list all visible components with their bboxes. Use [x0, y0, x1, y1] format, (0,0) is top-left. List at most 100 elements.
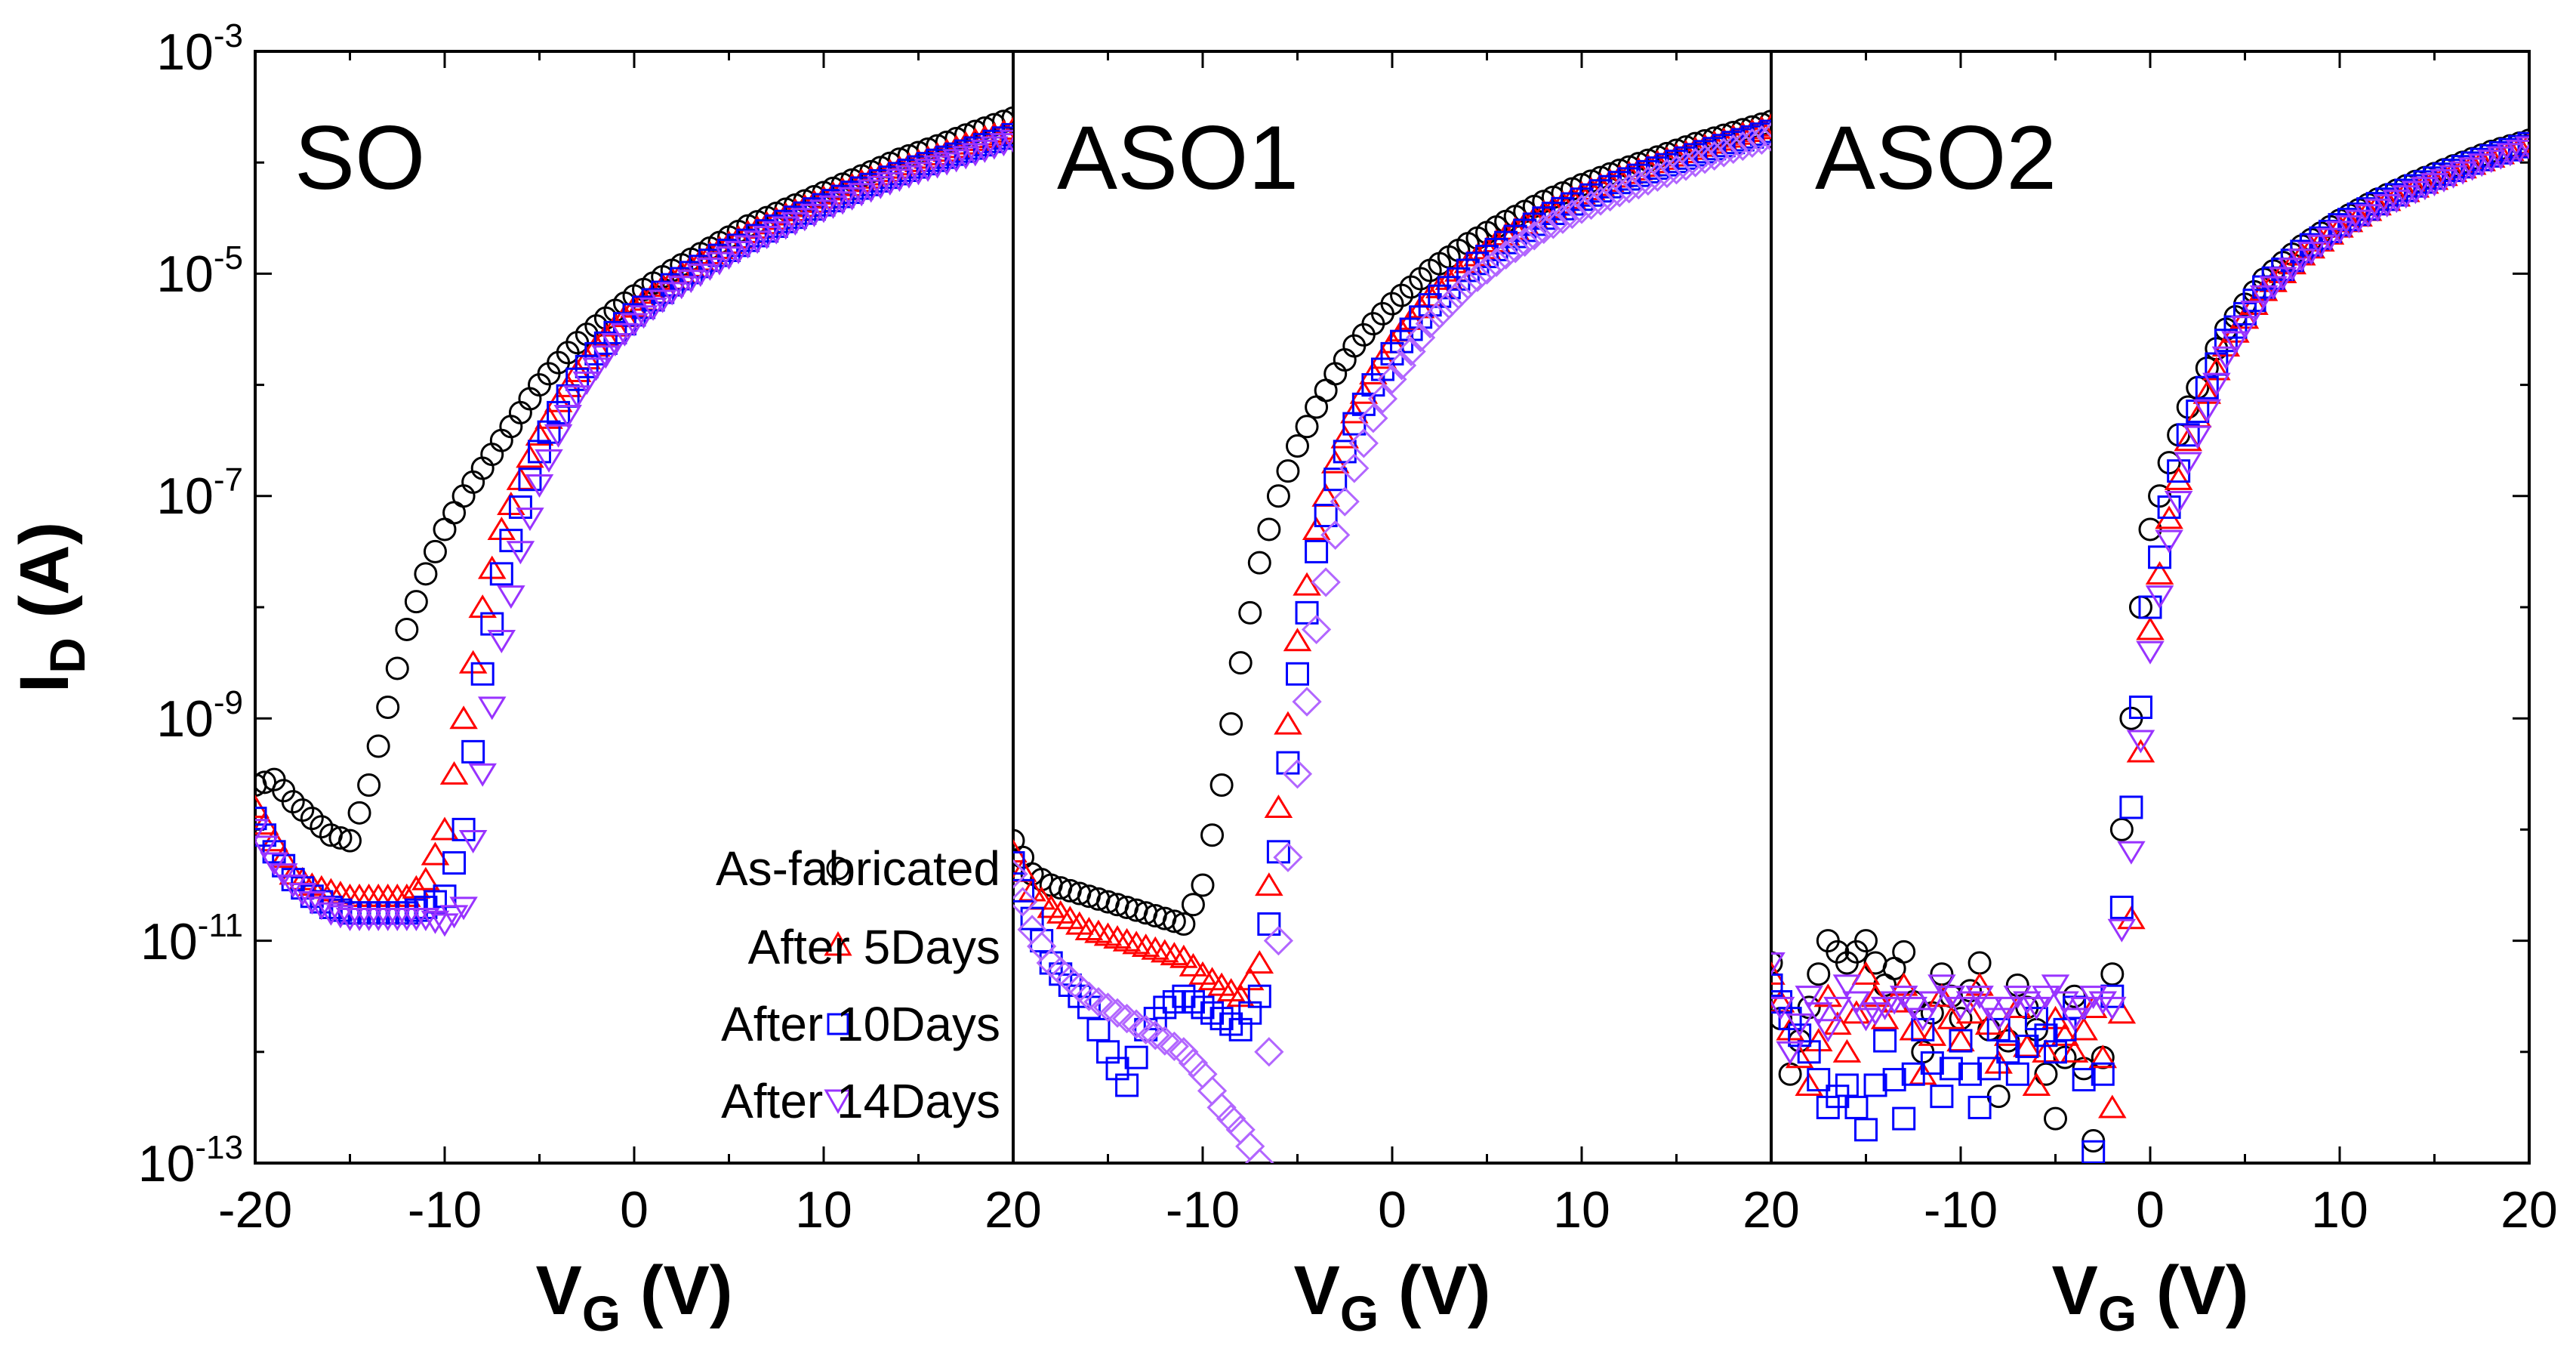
data-point-triangle-down — [2268, 267, 2297, 291]
data-point-diamond — [1013, 887, 1038, 917]
data-point-diamond — [1169, 1037, 1199, 1067]
data-point-triangle-down — [2240, 300, 2269, 324]
data-point-circle — [1228, 651, 1253, 675]
data-point-circle — [1286, 434, 1309, 458]
data-point-square — [1305, 539, 1329, 563]
data-point-diamond — [1159, 1031, 1189, 1062]
data-point-square — [1266, 840, 1290, 864]
data-point-triangle-down — [2069, 996, 2098, 1020]
data-point-circle — [2138, 517, 2162, 542]
data-point-triangle-up — [562, 359, 592, 383]
data-point-diamond — [1339, 453, 1370, 483]
data-point-square — [461, 739, 485, 764]
data-point-diamond — [1756, 122, 1771, 152]
data-point-circle — [404, 590, 428, 614]
data-point-triangle-down — [2288, 248, 2316, 273]
data-point-square — [2100, 984, 2125, 1008]
legend-marker-circle — [826, 856, 850, 881]
data-point-square — [1333, 440, 1357, 464]
data-point-triangle-down — [591, 345, 621, 369]
data-point-square — [1314, 504, 1338, 528]
data-point-triangle-down — [2060, 1007, 2089, 1032]
x-tick-label: 20 — [1742, 1181, 1800, 1239]
data-point-triangle-down — [430, 913, 459, 937]
data-point-triangle-down — [326, 905, 355, 929]
data-point-circle — [395, 617, 419, 641]
data-point-circle — [338, 828, 362, 853]
data-point-triangle-down — [255, 835, 279, 859]
data-point-triangle-down — [2192, 399, 2222, 423]
data-point-square — [1863, 1073, 1887, 1097]
data-point-triangle-down — [562, 385, 592, 409]
data-point-diamond — [1377, 364, 1407, 394]
data-point-triangle-down — [2515, 136, 2529, 160]
legend-label: After 14Days — [721, 1074, 1000, 1128]
data-point-triangle-up — [411, 866, 440, 890]
data-point-triangle-down — [1785, 1013, 1814, 1037]
data-point-square — [508, 495, 532, 520]
data-point-triangle-up — [1169, 944, 1198, 968]
data-point-diamond — [1519, 221, 1549, 251]
data-point-triangle-up — [421, 841, 450, 866]
x-axis-title: VG (V) — [1294, 1252, 1491, 1341]
data-point-diamond — [1244, 1148, 1274, 1163]
data-point-square — [2176, 423, 2200, 447]
data-point-circle — [1238, 600, 1262, 625]
data-point-circle — [2100, 962, 2125, 986]
data-point-circle — [347, 801, 371, 825]
data-point-circle — [1257, 517, 1281, 542]
data-point-diamond — [1415, 309, 1445, 339]
data-point-square — [1286, 662, 1309, 686]
data-point-triangle-down — [2249, 285, 2279, 309]
data-point-triangle-down — [2174, 452, 2202, 476]
data-point-diamond — [1396, 336, 1426, 367]
data-point-diamond — [1301, 614, 1332, 645]
data-point-triangle-up — [1179, 952, 1208, 977]
data-point-square — [1930, 1085, 1954, 1109]
x-tick-label: 10 — [795, 1181, 852, 1239]
data-point-triangle-up — [1283, 628, 1312, 652]
data-point-triangle-down — [648, 289, 677, 313]
data-point-triangle-up — [1264, 795, 1293, 819]
data-point-triangle-down — [316, 902, 346, 926]
data-point-triangle-down — [458, 830, 488, 854]
data-point-circle — [1807, 962, 1831, 986]
data-point-triangle-down — [2221, 331, 2250, 355]
x-axis-title: VG (V) — [2052, 1252, 2249, 1341]
data-point-circle — [1276, 459, 1300, 483]
data-point-circle — [1013, 828, 1025, 853]
data-point-square — [2005, 1062, 2029, 1086]
y-tick-label: 10-3 — [156, 17, 243, 81]
data-point-square — [1911, 1017, 1935, 1041]
data-point-triangle-down — [506, 541, 535, 565]
data-point-square — [2091, 1062, 2115, 1086]
data-point-square — [442, 851, 467, 875]
data-point-triangle-up — [2088, 1044, 2118, 1069]
series-after-5days — [1771, 131, 2529, 1119]
data-point-diamond — [1538, 209, 1568, 239]
legend: As-fabricated After 5Days After 10Days A… — [716, 841, 1000, 1128]
data-point-triangle-up — [2022, 1072, 2051, 1097]
data-point-triangle-down — [497, 585, 525, 609]
data-point-triangle-down — [553, 404, 582, 428]
data-point-triangle-down — [2145, 585, 2174, 609]
data-point-triangle-up — [1302, 517, 1331, 541]
data-point-diamond — [1330, 486, 1360, 517]
data-point-diamond — [1320, 520, 1351, 550]
data-point-diamond — [1529, 214, 1559, 245]
data-point-square — [1771, 973, 1783, 997]
data-point-triangle-down — [2126, 730, 2155, 754]
data-point-triangle-up — [430, 816, 459, 841]
data-point-triangle-down — [2316, 227, 2345, 251]
data-point-triangle-down — [2117, 841, 2146, 865]
data-point-circle — [1181, 893, 1205, 917]
data-point-triangle-down — [516, 508, 544, 532]
data-point-diamond — [1254, 1037, 1284, 1067]
data-point-square — [2072, 1068, 2096, 1092]
panel-aso2-series — [1771, 128, 2529, 1163]
data-point-triangle-down — [487, 630, 516, 654]
data-point-diamond — [1481, 247, 1511, 277]
data-point-triangle-down — [2211, 346, 2241, 370]
legend-label: After 5Days — [748, 920, 1000, 974]
x-tick-label: 10 — [2311, 1181, 2368, 1239]
